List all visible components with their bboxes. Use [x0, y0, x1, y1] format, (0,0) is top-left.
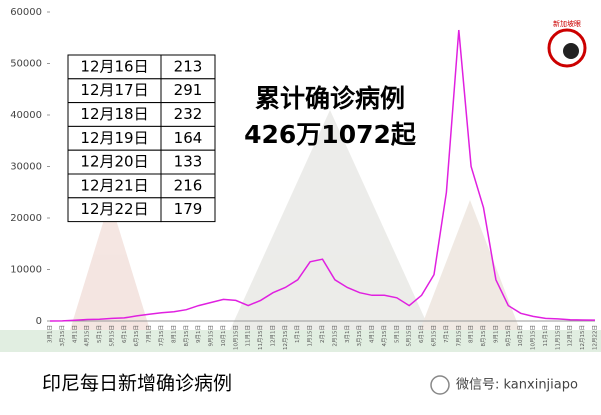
table-cell — [160, 197, 216, 223]
x-tick-label: 4月15日 — [381, 325, 388, 347]
x-tick-label: 5月15日 — [108, 325, 115, 347]
table-text: 12月21日 — [80, 176, 148, 194]
logo-text: 新加坡眼 — [553, 19, 581, 28]
table-text: 164 — [174, 129, 203, 147]
x-tick-label: 12月1日 — [567, 325, 574, 347]
x-tick-label: 3月1日 — [47, 325, 54, 343]
table-text: 216 — [174, 176, 203, 194]
x-tick-label: 11月15日 — [554, 325, 561, 350]
data-line — [49, 29, 596, 322]
x-tick-label: 9月15日 — [208, 325, 215, 347]
x-tick-label: 8月15日 — [183, 325, 190, 347]
table-text: 232 — [174, 105, 203, 123]
x-tick-label: 8月1日 — [468, 325, 475, 343]
headline: 累计确诊病例 — [255, 84, 405, 113]
x-tick-label: 4月15日 — [84, 325, 91, 347]
x-tick-label: 8月15日 — [480, 325, 487, 347]
x-tick-label: 10月15日 — [530, 325, 537, 350]
table-text: 12月19日 — [80, 129, 148, 147]
caption: 印尼每日新增确诊病例 — [42, 373, 232, 395]
x-tick-label: 3月1日 — [344, 325, 351, 343]
x-tick-label: 5月15日 — [406, 325, 413, 347]
x-tick-label: 11月15日 — [257, 325, 264, 350]
table-text: 291 — [174, 81, 203, 99]
x-tick-label: 6月15日 — [430, 325, 437, 347]
x-tick-label: 1月15日 — [307, 325, 314, 347]
x-tick-label: 10月1日 — [517, 325, 524, 347]
table-text: 213 — [174, 57, 203, 75]
x-tick-label: 12月15日 — [282, 325, 289, 350]
y-tick-label: 40000 — [10, 110, 42, 121]
x-tick-label: 7月1日 — [146, 325, 153, 343]
x-tick-label: 9月1日 — [492, 325, 499, 343]
x-tick-label: 5月1日 — [393, 325, 400, 343]
headline: 426万1072起 — [244, 120, 417, 149]
y-tick-label: 20000 — [10, 213, 42, 224]
table-text: 133 — [174, 153, 203, 171]
x-tick-label: 5月1日 — [96, 325, 103, 343]
wechat-icon — [430, 375, 450, 395]
x-tick-label: 12月1日 — [269, 325, 276, 347]
x-tick-label: 2月1日 — [319, 325, 326, 343]
x-tick-label: 12月15日 — [579, 325, 586, 350]
logo-icon — [563, 43, 579, 59]
x-tick-label: 9月15日 — [505, 325, 512, 347]
y-tick-label: 30000 — [10, 162, 42, 173]
y-tick-label: 0 — [36, 316, 42, 327]
y-tick-label: 10000 — [10, 265, 42, 276]
table-text: 12月18日 — [80, 105, 148, 123]
table-text: 179 — [174, 200, 203, 218]
x-tick-label: 1月1日 — [294, 325, 301, 343]
x-tick-label: 6月1日 — [418, 325, 425, 343]
table-text: 12月16日 — [80, 57, 148, 75]
x-tick-label: 10月15日 — [232, 325, 239, 350]
table-text: 12月22日 — [80, 200, 148, 218]
x-tick-label: 10月1日 — [220, 325, 227, 347]
background-illustration — [0, 110, 601, 352]
x-tick-label: 4月1日 — [369, 325, 376, 343]
x-tick-label: 11月1日 — [245, 325, 252, 347]
table-text: 12月20日 — [80, 153, 148, 171]
table-text: 12月17日 — [80, 81, 148, 99]
x-tick-label: 6月15日 — [133, 325, 140, 347]
x-tick-label: 9月1日 — [195, 325, 202, 343]
y-tick-label: 50000 — [10, 59, 42, 70]
x-tick-label: 7月15日 — [455, 325, 462, 347]
x-tick-label: 3月15日 — [356, 325, 363, 347]
x-tick-label: 8月1日 — [170, 325, 177, 343]
x-tick-label: 11月1日 — [542, 325, 549, 347]
data-table: 12月16日 213 12月17日 291 12月18日 232 12月19日 164 12月2… — [67, 54, 216, 223]
x-tick-label: 6月1日 — [121, 325, 128, 343]
x-tick-label: 12月22日 — [592, 325, 599, 350]
y-tick-label: 60000 — [10, 7, 42, 18]
x-tick-label: 7月1日 — [443, 325, 450, 343]
x-tick-label: 3月15日 — [59, 325, 66, 347]
x-tick-label: 2月15日 — [331, 325, 338, 347]
x-tick-label: 4月1日 — [71, 325, 78, 343]
watermark: 微信号: kanxinjiapo — [456, 378, 578, 393]
x-tick-label: 7月15日 — [158, 325, 165, 347]
